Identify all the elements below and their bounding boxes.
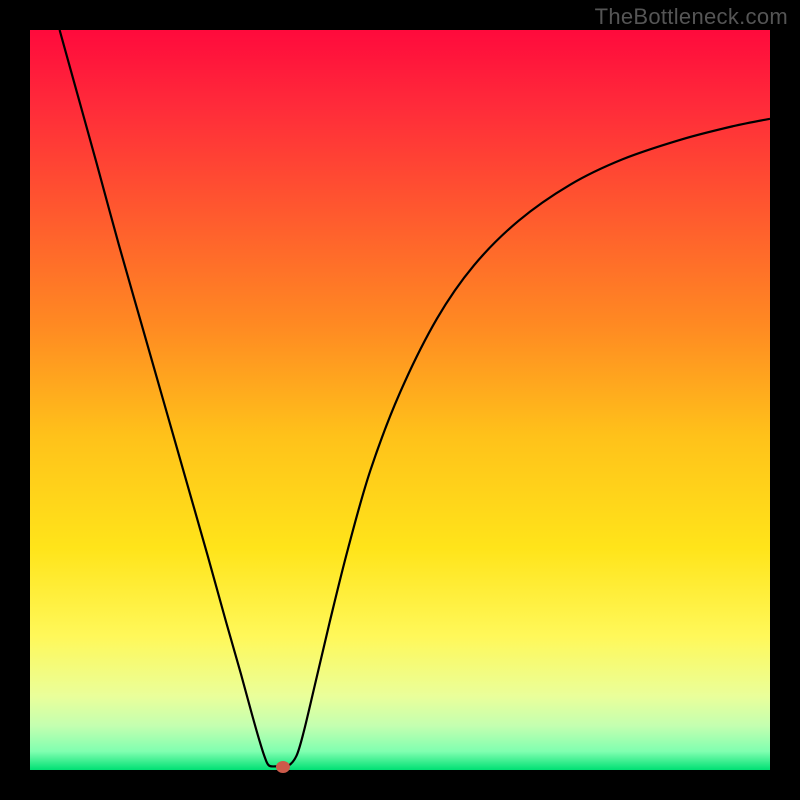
watermark-text: TheBottleneck.com [595,4,788,30]
plot-area [30,30,770,770]
optimal-point-marker [276,761,290,773]
plot-background-gradient [30,30,770,770]
